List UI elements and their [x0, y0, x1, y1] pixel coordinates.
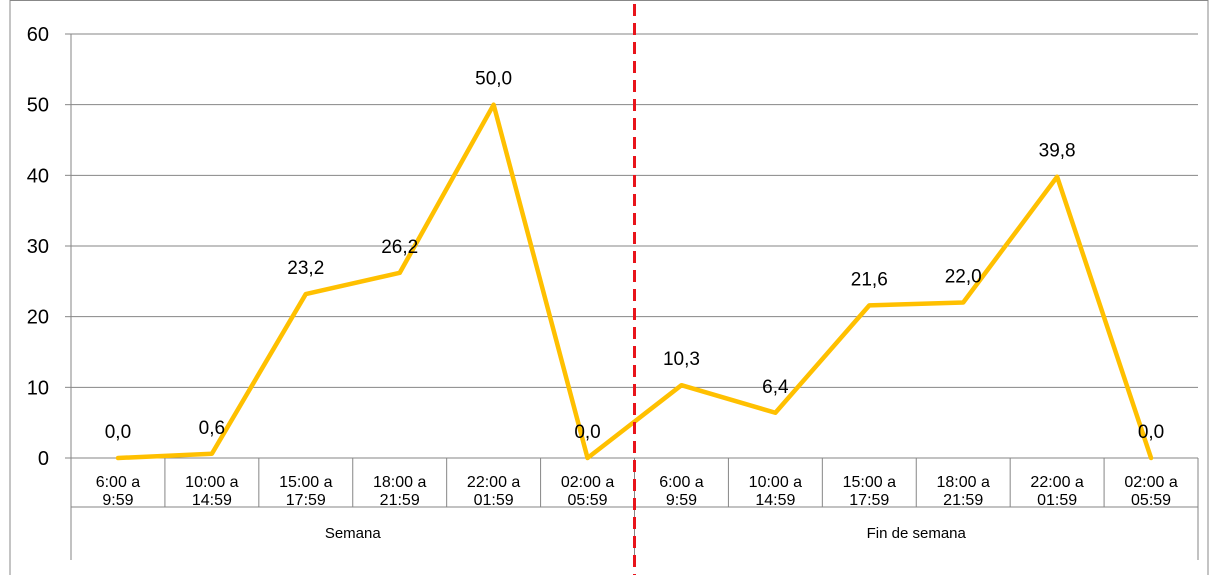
x-category-label-line2-1: 14:59 — [192, 492, 232, 509]
data-point-3 — [398, 271, 402, 275]
data-label-4: 50,0 — [475, 69, 512, 90]
data-point-6 — [679, 383, 683, 387]
data-point-2 — [304, 292, 308, 296]
x-category-label-line2-11: 05:59 — [1131, 492, 1171, 509]
data-label-8: 21,6 — [851, 269, 888, 290]
x-category-label-6: 6:00 a — [659, 474, 704, 491]
x-category-label-line2-8: 17:59 — [849, 492, 889, 509]
x-category-label-11: 02:00 a — [1124, 474, 1177, 491]
data-point-1 — [210, 452, 214, 456]
data-label-10: 39,8 — [1039, 141, 1076, 162]
x-category-label-line2-6: 9:59 — [666, 492, 697, 509]
data-point-4 — [492, 103, 496, 107]
x-category-label-line2-9: 21:59 — [943, 492, 983, 509]
data-point-11 — [1149, 456, 1153, 460]
x-category-label-line2-4: 01:59 — [474, 492, 514, 509]
data-point-10 — [1055, 175, 1059, 179]
y-tick-label-30: 30 — [27, 236, 49, 258]
x-category-label-5: 02:00 a — [561, 474, 614, 491]
x-category-label-line2-5: 05:59 — [568, 492, 608, 509]
series-polyline — [115, 102, 1154, 461]
x-category-label-line2-10: 01:59 — [1037, 492, 1077, 509]
x-category-label-4: 22:00 a — [467, 474, 520, 491]
series-line — [115, 102, 1154, 461]
data-label-3: 26,2 — [381, 237, 418, 258]
y-tick-label-20: 20 — [27, 307, 49, 329]
data-label-7: 6,4 — [762, 377, 789, 398]
x-category-label-10: 22:00 a — [1030, 474, 1083, 491]
data-label-11: 0,0 — [1138, 422, 1164, 443]
x-category-label-0: 6:00 a — [96, 474, 141, 491]
x-category-label-1: 10:00 a — [185, 474, 238, 491]
y-tick-label-50: 50 — [27, 95, 49, 117]
data-point-7 — [773, 411, 777, 415]
data-label-0: 0,0 — [105, 422, 131, 443]
x-category-label-line2-0: 9:59 — [102, 492, 133, 509]
x-category-label-line2-3: 21:59 — [380, 492, 420, 509]
x-category-label-line2-2: 17:59 — [286, 492, 326, 509]
group-label-1: Fin de semana — [867, 525, 967, 542]
x-category-label-2: 15:00 a — [279, 474, 332, 491]
data-label-2: 23,2 — [287, 258, 324, 279]
data-point-0 — [116, 456, 120, 460]
y-tick-label-0: 0 — [38, 448, 49, 470]
y-tick-label-10: 10 — [27, 377, 49, 399]
data-point-8 — [867, 303, 871, 307]
data-point-9 — [961, 301, 965, 305]
x-category-label-line2-7: 14:59 — [755, 492, 795, 509]
data-label-5: 0,0 — [574, 422, 600, 443]
data-labels: 0,0 0,6 23,2 26,2 50,0 0,0 10,3 6,4 21,6 22,0 39,8… — [105, 69, 1165, 443]
data-point-5 — [586, 456, 590, 460]
data-label-6: 10,3 — [663, 349, 700, 370]
data-label-1: 0,6 — [199, 418, 225, 439]
x-category-label-8: 15:00 a — [843, 474, 896, 491]
y-tick-label-60: 60 — [27, 24, 49, 46]
chart-frame — [9, 0, 1209, 575]
x-category-label-7: 10:00 a — [749, 474, 802, 491]
y-tick-label-40: 40 — [27, 165, 49, 187]
data-label-9: 22,0 — [945, 267, 982, 288]
y-axis: 0 10 20 30 40 50 60 — [27, 24, 72, 470]
x-category-label-9: 18:00 a — [937, 474, 990, 491]
x-category-label-3: 18:00 a — [373, 474, 426, 491]
group-label-0: Semana — [325, 525, 382, 542]
